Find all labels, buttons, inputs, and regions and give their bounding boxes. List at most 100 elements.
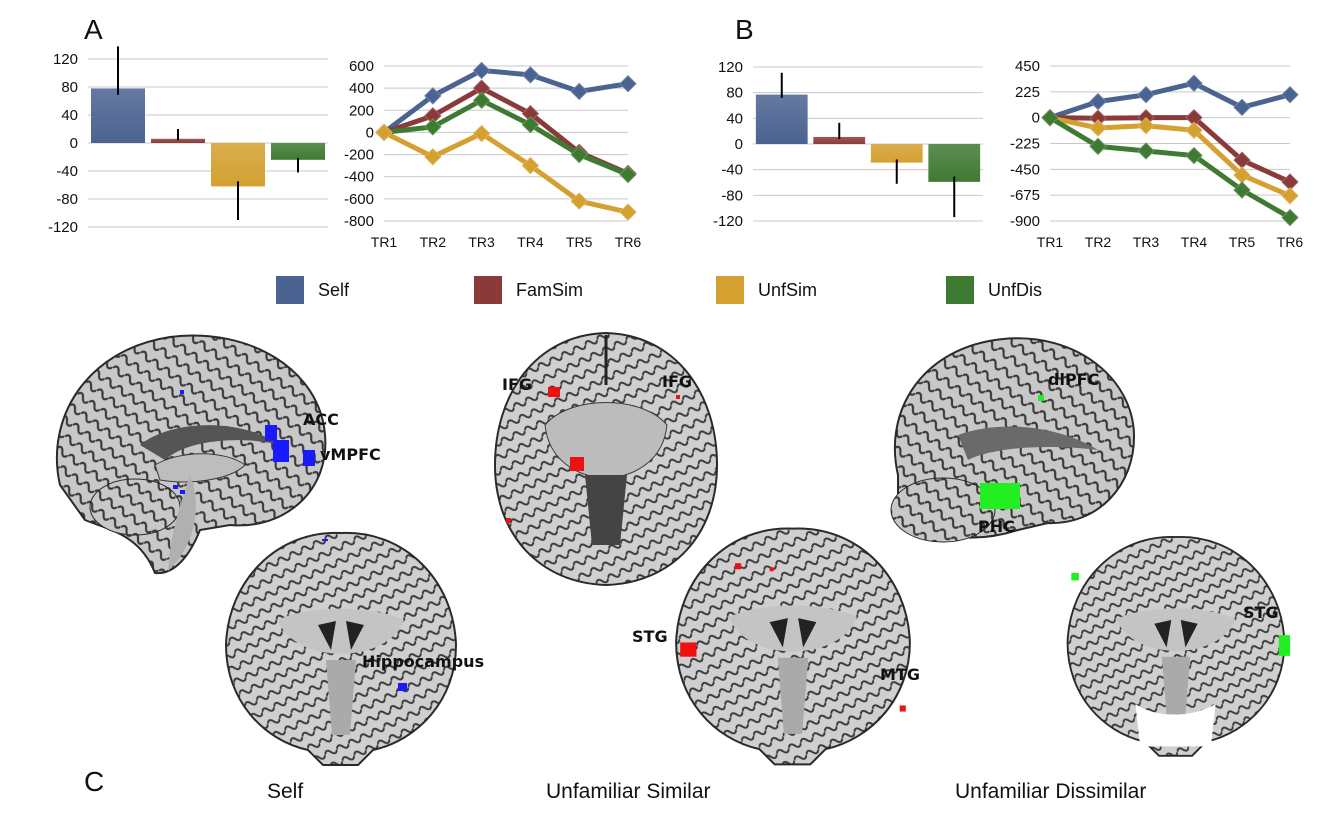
chart-a-line-point-self xyxy=(619,75,637,93)
chart-a-bar-bar-famsim xyxy=(151,138,205,143)
chart-a-line-point-unfsim xyxy=(375,123,393,142)
chart-b-line-point-unfsim xyxy=(1281,187,1299,205)
label-ifg-left: IFG xyxy=(502,375,533,394)
chart-b-line-xtick-label: TR2 xyxy=(1085,234,1112,250)
chart-b-line-point-unfdis xyxy=(1041,108,1059,127)
brain-dissimilar-sagittal xyxy=(890,337,1136,543)
chart-a-bar: 120 80 40 0 -40 -80 -120 xyxy=(48,46,328,236)
caption-unfamiliar-similar: Unfamiliar Similar xyxy=(546,780,711,803)
activation-self-coronal xyxy=(322,539,407,691)
chart-b-line-ytick-label: 450 xyxy=(1015,58,1040,75)
chart-a-line-ytick-label: -800 xyxy=(344,213,374,230)
chart-b-line-point-self xyxy=(1185,74,1203,92)
legend-label-famsim: FamSim xyxy=(516,279,583,300)
chart-b-bar-ytick-label: 0 xyxy=(735,136,743,153)
chart-a-line-xtick-label: TR1 xyxy=(371,234,398,250)
chart-b-bar-ytick-label: -120 xyxy=(713,213,743,230)
chart-a-line-ytick-label: -600 xyxy=(344,191,374,208)
chart-b-bar-bar-unfdis xyxy=(928,144,981,182)
panel-label-a: A xyxy=(84,14,103,45)
chart-a-bar-ytick-label: 0 xyxy=(70,135,78,152)
chart-b-line-point-self xyxy=(1233,98,1251,117)
activation-self-sagittal xyxy=(173,390,315,494)
legend-item-famsim: FamSim xyxy=(474,276,583,304)
chart-b-bar-bar-unfsim xyxy=(870,144,923,163)
caption-self: Self xyxy=(267,780,304,803)
chart-a-line-ytick-label: 200 xyxy=(349,102,374,119)
chart-a-line-xtick-label: TR5 xyxy=(566,234,593,250)
brain-self-sagittal xyxy=(55,334,327,575)
chart-a-line-point-unfdis xyxy=(424,118,442,136)
chart-a-line-xtick-label: TR3 xyxy=(468,234,495,250)
chart-b-line-point-self xyxy=(1281,85,1299,104)
chart-a-bar-ytick-label: 120 xyxy=(53,51,78,68)
chart-a-line-point-self xyxy=(521,66,540,84)
chart-a-bar-bar-self xyxy=(91,88,145,143)
chart-b-line-line-unfdis xyxy=(1048,115,1292,220)
chart-a-bar-ytick-label: 40 xyxy=(61,107,78,124)
chart-b-line-ytick-label: -900 xyxy=(1010,213,1040,230)
chart-a-bar-bar-unfsim xyxy=(211,143,265,187)
chart-b-line-xtick-label: TR3 xyxy=(1133,234,1160,250)
chart-b-bar-ytick-label: 80 xyxy=(726,85,743,102)
chart-a-line-point-self xyxy=(424,87,442,105)
label-stg-right: STG xyxy=(1243,603,1279,622)
chart-b-bar-ytick-label: -40 xyxy=(721,162,743,179)
chart-a-line-line-self xyxy=(382,67,629,135)
legend-label-self: Self xyxy=(318,279,350,300)
legend: Self FamSim UnfSim UnfDis xyxy=(0,276,1321,306)
chart-b-bar: 120 80 40 0 -40 -80 -120 xyxy=(713,59,983,230)
chart-a-line-point-unfsim xyxy=(472,124,491,143)
caption-unfamiliar-dissimilar: Unfamiliar Dissimilar xyxy=(955,780,1147,803)
chart-b-bar-bar-self xyxy=(755,94,808,144)
chart-b-bar-ytick-label: 40 xyxy=(726,110,743,127)
chart-b-line-line-unfsim xyxy=(1049,115,1291,199)
chart-b-line-point-unfsim xyxy=(1185,121,1203,140)
chart-a-line-point-self xyxy=(570,82,588,101)
chart-a-line-ytick-label: 0 xyxy=(366,124,374,141)
activation-dissimilar-coronal xyxy=(1071,572,1291,656)
chart-a-line-point-unfdis xyxy=(619,165,637,184)
chart-a-line-xtick-label: TR4 xyxy=(517,234,544,250)
chart-b-bar-ytick-label: 120 xyxy=(718,59,743,76)
chart-b-line-ytick-label: 0 xyxy=(1032,110,1040,127)
panel-label-c: C xyxy=(84,766,105,797)
chart-a-line-ytick-label: 400 xyxy=(349,80,374,97)
chart-a-line-ytick-label: -400 xyxy=(344,169,374,186)
chart-a-bar-bar-unfdis xyxy=(271,143,325,160)
activation-similar-axial xyxy=(506,387,680,523)
chart-b-line-xtick-label: TR5 xyxy=(1229,234,1256,250)
chart-b-bar-bar-famsim xyxy=(813,136,866,144)
brain-dissimilar-coronal xyxy=(1066,536,1291,757)
chart-b-line-ytick-label: -225 xyxy=(1010,136,1040,153)
label-dlpfc: dlPFC xyxy=(1048,370,1100,389)
legend-swatch-self xyxy=(276,276,304,304)
brain-similar-axial xyxy=(493,331,719,587)
label-mtg: MTG xyxy=(880,665,920,684)
chart-a-line-point-unfsim xyxy=(570,192,588,210)
legend-swatch-unfsim xyxy=(716,276,744,304)
chart-a-line-point-unfdis xyxy=(521,115,540,134)
label-acc: ACC xyxy=(303,410,339,429)
chart-a-line-point-unfsim xyxy=(521,156,540,175)
legend-item-self: Self xyxy=(276,276,349,304)
chart-b-line-point-unfdis xyxy=(1137,142,1155,160)
chart-a-line-point-unfdis xyxy=(472,91,491,110)
activation-dissimilar-sagittal xyxy=(980,395,1044,509)
label-hippocampus: Hippocampus xyxy=(362,652,485,671)
chart-b-line-xtick-label: TR4 xyxy=(1181,234,1208,250)
chart-b-bar-ytick-label: -80 xyxy=(721,187,743,204)
legend-swatch-unfdis xyxy=(946,276,974,304)
brain-similar-coronal xyxy=(675,527,911,766)
chart-a-line: 600 400 200 0 -200 -400 -600 -800 TR1 TR2 TR3 TR4 TR… xyxy=(344,58,641,250)
chart-a-line-xtick-label: TR2 xyxy=(420,234,447,250)
label-ifg-right: IFG xyxy=(662,372,693,391)
chart-b-line-xtick-label: TR1 xyxy=(1037,234,1064,250)
chart-b-line-xtick-label: TR6 xyxy=(1277,234,1304,250)
chart-a-bar-ytick-label: -40 xyxy=(56,163,78,180)
label-stg-mid: STG xyxy=(632,627,668,646)
legend-label-unfdis: UnfDis xyxy=(988,279,1043,300)
chart-a-line-ytick-label: 600 xyxy=(349,58,374,75)
legend-label-unfsim: UnfSim xyxy=(758,279,818,300)
legend-item-unfdis: UnfDis xyxy=(946,276,1042,304)
